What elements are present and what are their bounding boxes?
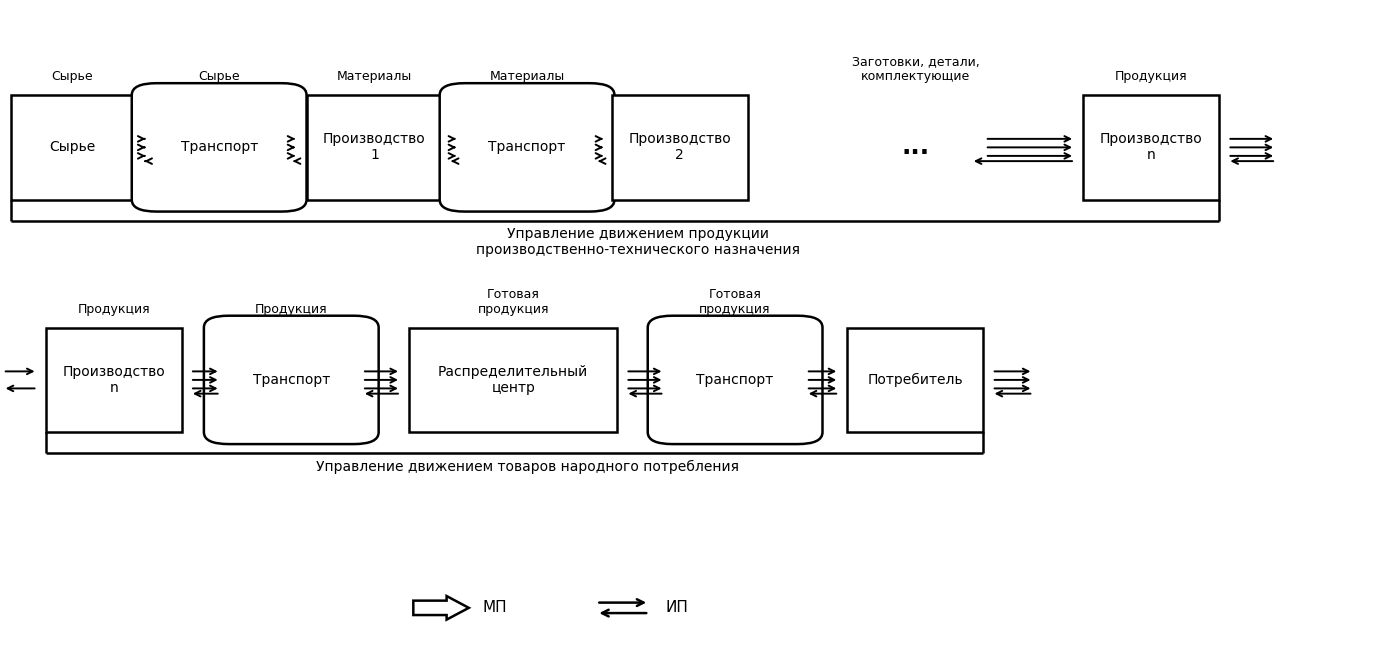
Text: Продукция: Продукция <box>78 303 150 316</box>
Text: Продукция: Продукция <box>1115 70 1187 83</box>
FancyBboxPatch shape <box>440 83 614 212</box>
Text: Сырье: Сырье <box>51 70 93 83</box>
Text: ...: ... <box>902 136 929 159</box>
Text: Производство
n: Производство n <box>62 365 165 395</box>
Text: Производство
2: Производство 2 <box>628 132 731 162</box>
Bar <box>612 95 748 200</box>
Text: Транспорт: Транспорт <box>252 373 330 387</box>
Text: Транспорт: Транспорт <box>488 140 566 155</box>
FancyBboxPatch shape <box>648 316 822 444</box>
Text: Продукция: Продукция <box>255 303 327 316</box>
Text: Управление движением товаров народного потребления: Управление движением товаров народного п… <box>316 460 738 474</box>
Text: Производство
n: Производство n <box>1100 132 1203 162</box>
FancyArrow shape <box>413 596 469 620</box>
Text: Производство
1: Производство 1 <box>323 132 426 162</box>
Bar <box>46 328 182 432</box>
Text: Сырье: Сырье <box>49 140 96 155</box>
Text: Материалы: Материалы <box>337 70 412 83</box>
Text: ИП: ИП <box>666 601 688 615</box>
FancyBboxPatch shape <box>204 316 379 444</box>
Bar <box>11 95 133 200</box>
Text: Распределительный
центр: Распределительный центр <box>438 365 588 395</box>
Text: Материалы: Материалы <box>490 70 565 83</box>
Text: Сырье: Сырье <box>198 70 240 83</box>
Text: Потребитель: Потребитель <box>868 373 963 387</box>
Text: Заготовки, детали,
комплектующие: Заготовки, детали, комплектующие <box>852 55 979 83</box>
FancyBboxPatch shape <box>132 83 307 212</box>
Bar <box>1083 95 1219 200</box>
Bar <box>847 328 983 432</box>
Text: Транспорт: Транспорт <box>696 373 774 387</box>
Text: МП: МП <box>483 601 508 615</box>
Bar <box>307 95 442 200</box>
Text: Готовая
продукция: Готовая продукция <box>477 288 549 316</box>
Bar <box>409 328 617 432</box>
Text: Готовая
продукция: Готовая продукция <box>699 288 771 316</box>
Text: Транспорт: Транспорт <box>180 140 258 155</box>
Text: Управление движением продукции
производственно-технического назначения: Управление движением продукции производс… <box>476 227 800 257</box>
